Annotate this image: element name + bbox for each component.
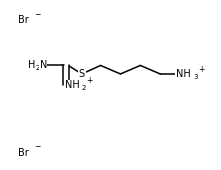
- Text: H: H: [28, 60, 35, 70]
- Text: Br: Br: [18, 15, 29, 25]
- Text: NH: NH: [65, 80, 80, 90]
- Text: +: +: [86, 76, 92, 85]
- Text: −: −: [34, 143, 41, 151]
- Text: NH: NH: [176, 69, 191, 79]
- Text: 2: 2: [35, 65, 40, 71]
- Text: 3: 3: [193, 74, 197, 80]
- Text: −: −: [34, 10, 41, 19]
- Text: 2: 2: [81, 85, 86, 91]
- Text: S: S: [79, 69, 85, 79]
- Text: +: +: [198, 65, 204, 74]
- Text: Br: Br: [18, 148, 29, 158]
- Text: N: N: [40, 60, 47, 70]
